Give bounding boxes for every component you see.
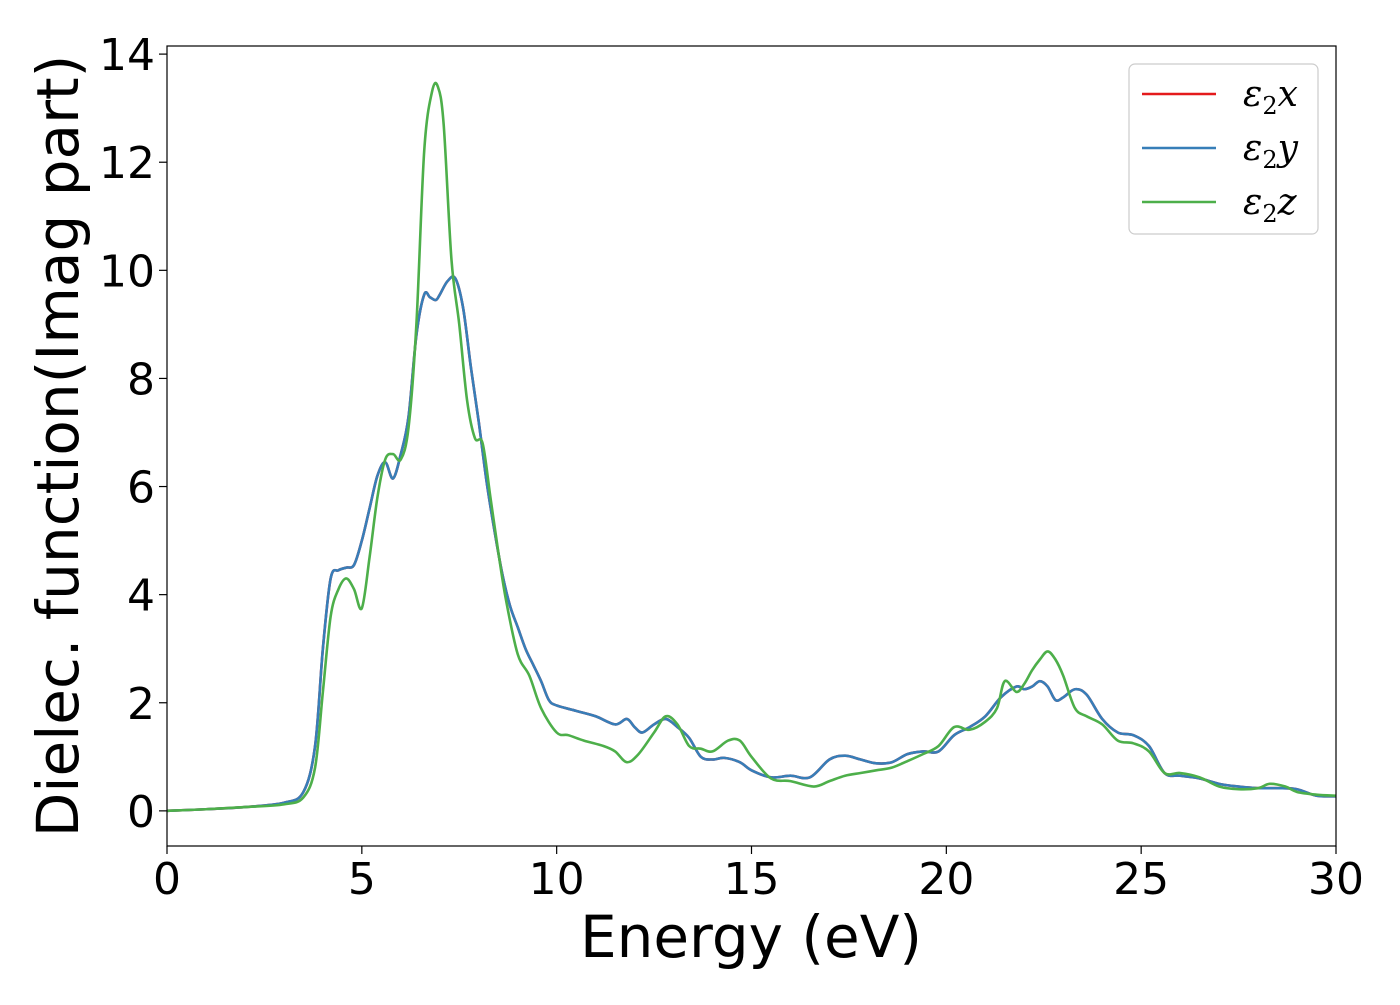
- tick-layer: 0 5 10 15 20 25 30 0 2 4 6 8 10 12 14: [99, 30, 1364, 905]
- legend[interactable]: ε2x ε2y ε2z: [1128, 63, 1319, 235]
- x-tick-label: 0: [153, 854, 181, 905]
- legend-label-z: ε2z: [1243, 182, 1298, 228]
- y-tick-label: 4: [127, 571, 155, 622]
- y-tick-label: 10: [99, 246, 155, 297]
- y-tick-label: 0: [127, 787, 155, 838]
- y-axis-title: Dielec. function(Imag part): [24, 55, 92, 838]
- series-line-y: [166, 275, 1337, 813]
- x-tick-label: 30: [1308, 854, 1364, 905]
- x-tick-label: 25: [1113, 854, 1169, 905]
- y-tick-label: 12: [99, 138, 155, 189]
- series-line-z: [166, 81, 1337, 813]
- y-tick-label: 6: [127, 463, 155, 514]
- x-tick-label: 20: [918, 854, 974, 905]
- x-tick-label: 5: [348, 854, 376, 905]
- y-tick-label: 14: [99, 30, 155, 81]
- series-layer: [166, 81, 1337, 813]
- y-tick-label: 2: [127, 679, 155, 730]
- y-tick-label: 8: [127, 354, 155, 405]
- x-axis-title: Energy (eV): [580, 903, 922, 971]
- legend-box: [1128, 63, 1319, 235]
- series-line-x: [166, 275, 1337, 813]
- legend-items: ε2x ε2y ε2z: [1142, 74, 1299, 228]
- legend-label-x: ε2x: [1243, 74, 1298, 120]
- legend-label-y: ε2y: [1243, 128, 1299, 174]
- x-tick-label: 10: [529, 854, 585, 905]
- x-tick-label: 15: [724, 854, 780, 905]
